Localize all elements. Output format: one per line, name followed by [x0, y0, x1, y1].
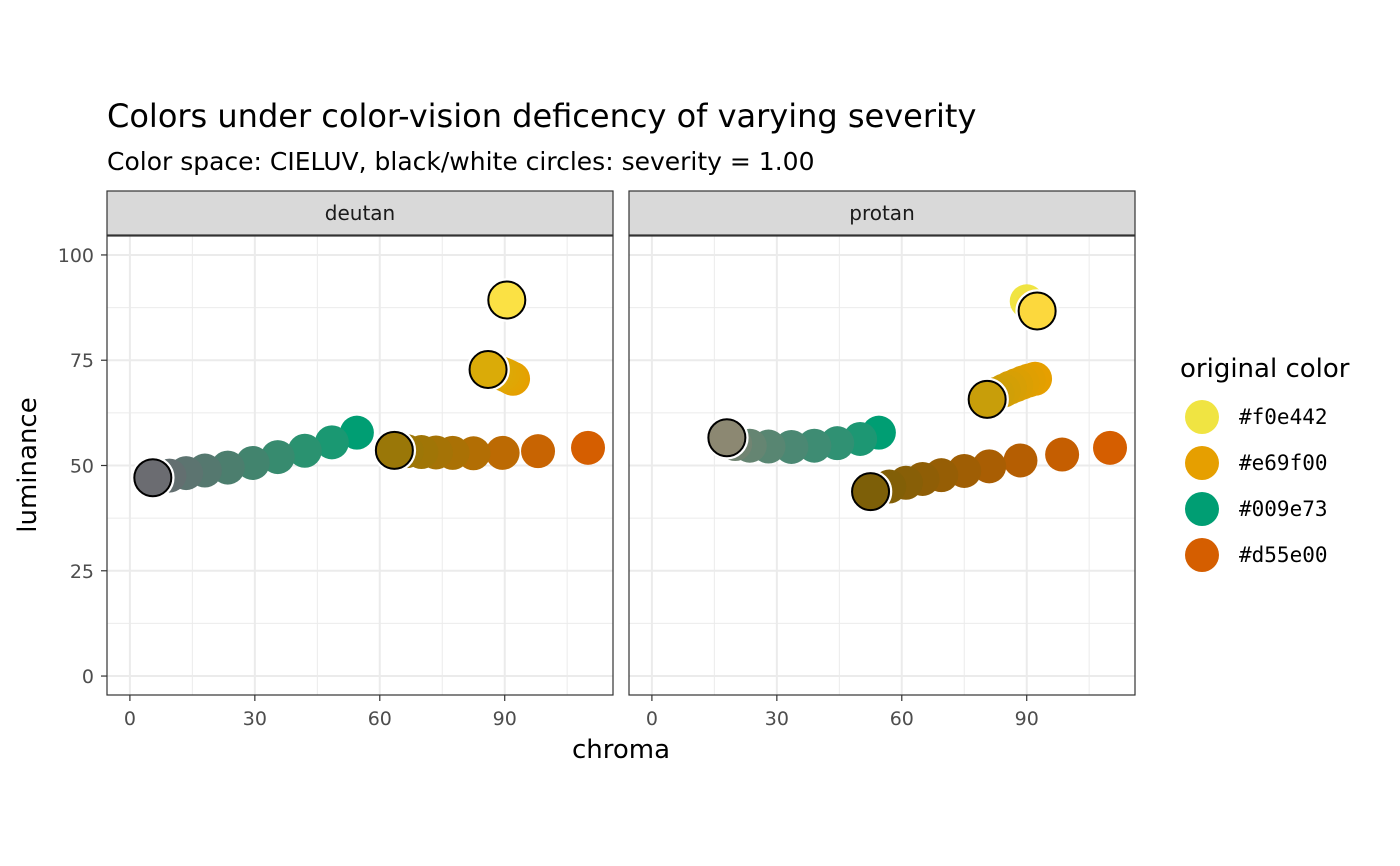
x-tick-label: 90 [493, 708, 517, 730]
legend-key [1185, 538, 1219, 572]
legend-label: #f0e442 [1239, 405, 1328, 429]
severity-marked-point [374, 430, 414, 470]
x-tick-label: 30 [243, 708, 267, 730]
severity-marked-point [967, 379, 1007, 419]
panel-protan: protan 0 30 60 90 [628, 190, 1136, 730]
severity-ring-white [485, 278, 529, 322]
y-tick-label: 100 [58, 245, 94, 267]
legend-key [1185, 400, 1219, 434]
y-tick-label: 25 [70, 561, 94, 583]
severity-marked-point [851, 472, 891, 512]
data-point [571, 430, 606, 465]
y-tick-label: 75 [70, 350, 94, 372]
legend-key [1185, 446, 1219, 480]
panel-border [628, 235, 1136, 696]
chart-subtitle: Color space: CIELUV, black/white circles… [107, 147, 814, 176]
facet-panels: deutan 0 30 60 90 0 25 50 75 100 protan 0 30 60 90 [58, 190, 1136, 730]
severity-marked-point [707, 418, 747, 458]
y-tick-label: 50 [70, 456, 94, 478]
severity-ring-white [1015, 289, 1059, 333]
severity-ring-white [372, 428, 417, 473]
x-tick-label: 30 [765, 708, 789, 730]
data-point [314, 425, 349, 460]
severity-marked-point [1017, 291, 1057, 331]
chart-title: Colors under color-vision deficency of v… [107, 97, 976, 135]
data-point [287, 433, 322, 468]
facet-label: protan [849, 201, 915, 225]
severity-ring-white [131, 455, 175, 500]
data-point [521, 434, 556, 469]
data-point [1003, 443, 1038, 478]
severity-marked-point [487, 280, 527, 320]
x-axis-title: chroma [572, 735, 670, 765]
points [705, 284, 1128, 514]
panel-deutan: deutan 0 30 60 90 0 25 50 75 100 [58, 190, 614, 730]
x-tick-label: 0 [124, 708, 136, 730]
legend-label: #d55e00 [1239, 543, 1328, 567]
legend-label: #e69f00 [1239, 451, 1328, 475]
facet-label: deutan [325, 201, 395, 225]
severity-ring-white [466, 347, 510, 392]
legend-key [1185, 492, 1219, 526]
x-tick-label: 90 [1015, 708, 1039, 730]
y-axis-title: luminance [13, 397, 43, 532]
x-tick-label: 60 [890, 708, 914, 730]
severity-ring-white [965, 377, 1009, 422]
severity-marked-point [468, 349, 508, 389]
data-point [1093, 430, 1128, 465]
points [131, 278, 606, 500]
legend-title: original color [1180, 354, 1350, 384]
data-point [485, 435, 520, 470]
data-point [1045, 437, 1080, 472]
severity-ring-white [705, 415, 749, 460]
legend-label: #009e73 [1239, 497, 1328, 521]
x-tick-label: 0 [646, 708, 658, 730]
severity-marked-point [133, 458, 173, 498]
severity-ring-white [848, 469, 893, 514]
facet-strip [628, 190, 1136, 236]
legend: original color #f0e442 #e69f00 #009e73 #d55… [1180, 354, 1350, 572]
y-tick-label: 0 [82, 666, 94, 688]
x-tick-label: 60 [368, 708, 392, 730]
facet-strip [106, 190, 614, 236]
